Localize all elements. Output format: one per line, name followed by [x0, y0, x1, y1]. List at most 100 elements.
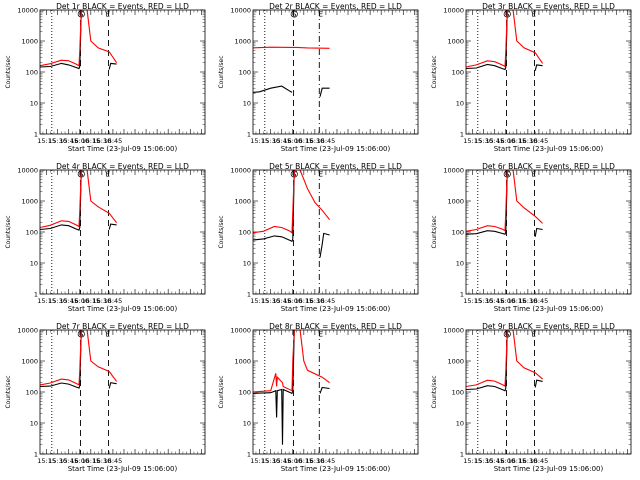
series-line-lld — [253, 46, 330, 49]
y-axis-label: Counts/sec — [5, 375, 12, 408]
series-line-events — [40, 330, 117, 389]
x-tick-label: 15:15 — [37, 297, 56, 305]
x-tick-label: 16:30 — [93, 297, 112, 305]
x-tick-label: 16:15 — [507, 137, 526, 145]
panel-title: Det 7r BLACK = Events, RED = LLD — [56, 322, 189, 331]
x-tick-label: 15:45 — [59, 297, 78, 305]
x-tick-label: 15:30 — [48, 457, 67, 465]
x-tick-label: 16:15 — [507, 457, 526, 465]
x-tick-label: 15:30 — [474, 457, 493, 465]
y-tick-label: 100 — [239, 69, 251, 77]
flag-marker — [290, 10, 298, 18]
x-tick-label: 16:45 — [104, 297, 123, 305]
x-tick-label: 16:45 — [317, 457, 336, 465]
y-tick-label: 1 — [247, 451, 251, 459]
flag-label: E — [319, 171, 323, 179]
y-tick-label: 10 — [456, 420, 464, 428]
x-tick-label: 16:15 — [294, 297, 313, 305]
panel-title: Det 5r BLACK = Events, RED = LLD — [269, 162, 402, 171]
y-tick-label: 1000 — [447, 198, 464, 206]
x-tick-label: 15:15 — [250, 457, 269, 465]
y-tick-label: 1000 — [234, 38, 251, 46]
y-tick-label: 1 — [460, 131, 464, 139]
x-tick-label: 16:30 — [519, 457, 538, 465]
flag-label: E — [532, 11, 536, 19]
x-tick-label: 16:30 — [306, 457, 325, 465]
x-tick-label: 15:30 — [48, 297, 67, 305]
y-tick-label: 100 — [452, 69, 464, 77]
x-tick-label: 16:00 — [70, 457, 89, 465]
y-tick-label: 10 — [30, 260, 38, 268]
x-tick-label: 15:45 — [272, 137, 291, 145]
y-tick-label: 1000 — [447, 38, 464, 46]
y-tick-label: 10000 — [17, 167, 38, 175]
y-axis-label: Counts/sec — [218, 215, 225, 248]
x-tick-label: 15:30 — [474, 137, 493, 145]
y-tick-label: 1000 — [447, 358, 464, 366]
x-tick-label: 16:30 — [306, 297, 325, 305]
x-axis-label: Start Time (23-Jul-09 15:06:00) — [494, 145, 604, 153]
y-axis-label: Counts/sec — [431, 215, 438, 248]
x-axis-label: Start Time (23-Jul-09 15:06:00) — [281, 305, 391, 313]
detector-panel-7: Det 7r BLACK = Events, RED = LLD Counts/s… — [5, 322, 206, 473]
x-tick-label: 15:15 — [463, 297, 482, 305]
x-tick-label: 16:45 — [104, 457, 123, 465]
y-tick-label: 10000 — [17, 7, 38, 15]
x-tick-label: 15:45 — [485, 137, 504, 145]
flag-label: E — [106, 331, 110, 339]
x-axis-label: Start Time (23-Jul-09 15:06:00) — [68, 145, 178, 153]
x-tick-label: 16:15 — [81, 297, 100, 305]
series-line-lld — [466, 170, 543, 232]
y-tick-label: 100 — [26, 229, 38, 237]
x-tick-label: 16:00 — [496, 137, 515, 145]
x-tick-label: 15:45 — [59, 457, 78, 465]
y-tick-label: 100 — [452, 229, 464, 237]
x-tick-label: 16:45 — [104, 137, 123, 145]
y-tick-label: 10000 — [443, 327, 464, 335]
x-tick-label: 16:00 — [496, 297, 515, 305]
x-tick-label: 16:30 — [519, 137, 538, 145]
detector-panel-9: Det 9r BLACK = Events, RED = LLD Counts/s… — [431, 322, 632, 473]
x-tick-label: 15:15 — [37, 137, 56, 145]
detector-panel-6: Det 6r BLACK = Events, RED = LLD Counts/s… — [431, 162, 632, 313]
x-tick-label: 15:15 — [250, 297, 269, 305]
panel-title: Det 9r BLACK = Events, RED = LLD — [482, 322, 615, 331]
y-tick-label: 1 — [247, 131, 251, 139]
plot-frame — [39, 9, 206, 135]
y-tick-label: 1000 — [21, 38, 38, 46]
x-axis-label: Start Time (23-Jul-09 15:06:00) — [68, 305, 178, 313]
x-tick-label: 16:15 — [81, 457, 100, 465]
x-tick-label: 16:30 — [93, 137, 112, 145]
x-tick-label: 15:15 — [37, 457, 56, 465]
y-tick-label: 10 — [243, 100, 251, 108]
y-axis-label: Counts/sec — [218, 55, 225, 88]
y-axis-label: Counts/sec — [5, 215, 12, 248]
y-tick-label: 100 — [239, 229, 251, 237]
x-tick-label: 16:00 — [496, 457, 515, 465]
detector-panel-5: Det 5r BLACK = Events, RED = LLD Counts/s… — [218, 162, 419, 313]
x-axis-label: Start Time (23-Jul-09 15:06:00) — [281, 465, 391, 473]
x-tick-label: 16:30 — [93, 457, 112, 465]
plot-frame — [252, 329, 419, 455]
series-line-lld — [40, 10, 118, 67]
plot-frame — [39, 329, 206, 455]
x-tick-label: 16:15 — [81, 137, 100, 145]
y-axis-label: Counts/sec — [5, 55, 12, 88]
y-axis-label: Counts/sec — [218, 375, 225, 408]
plot-frame — [252, 9, 419, 135]
plot-frame — [252, 169, 419, 295]
flag-label: S — [292, 11, 297, 19]
y-tick-label: 100 — [26, 69, 38, 77]
panel-title: Det 2r BLACK = Events, RED = LLD — [269, 2, 402, 11]
y-tick-label: 10000 — [230, 7, 251, 15]
y-tick-label: 1000 — [234, 358, 251, 366]
y-tick-label: 1 — [34, 131, 38, 139]
x-tick-label: 16:45 — [530, 137, 549, 145]
x-tick-label: 16:30 — [306, 137, 325, 145]
x-tick-label: 15:15 — [463, 457, 482, 465]
x-tick-label: 16:00 — [70, 297, 89, 305]
y-tick-label: 100 — [26, 389, 38, 397]
y-tick-label: 1 — [460, 451, 464, 459]
flag-label: E — [106, 11, 110, 19]
y-axis-label: Counts/sec — [431, 375, 438, 408]
